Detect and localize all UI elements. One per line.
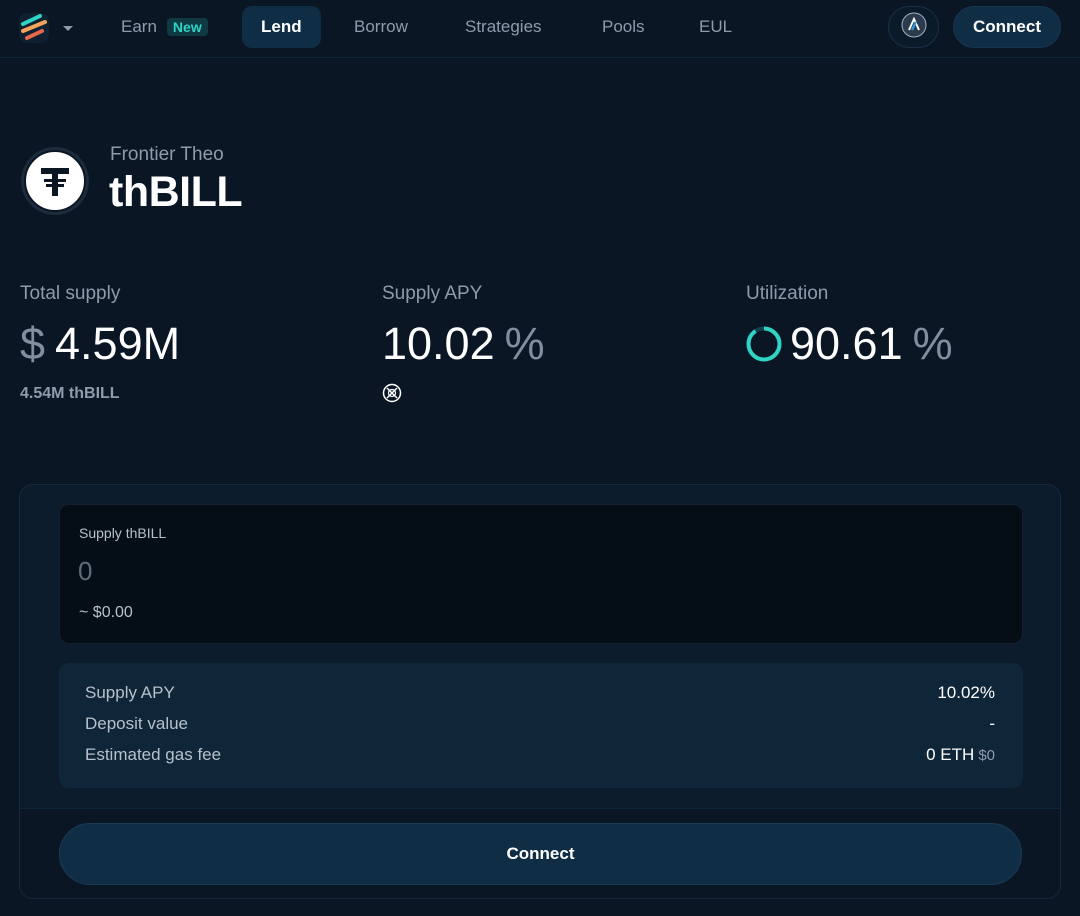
network-selector-button[interactable] <box>888 6 939 48</box>
currency-symbol: $ <box>20 318 46 369</box>
nav-strategies-label: Strategies <box>465 17 542 36</box>
new-badge: New <box>166 18 208 36</box>
nav-lend-label: Lend <box>261 17 302 36</box>
card-footer: Connect <box>20 808 1060 898</box>
summary-value: 10.02% <box>937 683 995 702</box>
total-supply-tokens: 4.54M thBILL <box>20 385 120 402</box>
nav-earn-label: Earn <box>121 17 157 36</box>
nav-pools-label: Pools <box>602 17 645 36</box>
euler-logo-icon[interactable] <box>18 12 50 44</box>
nav-pools[interactable]: Pools <box>583 6 664 48</box>
top-nav: Earn New Lend Borrow Strategies Pools EU… <box>0 0 1080 58</box>
arbitrum-icon <box>901 12 927 43</box>
summary-value: 0 ETH $0 <box>926 745 995 765</box>
nav-earn[interactable]: Earn New <box>102 6 227 48</box>
nav-eul-label: EUL <box>699 17 733 36</box>
utilization-label: Utilization <box>746 283 829 304</box>
utilization-value: 90.61 % <box>745 318 953 370</box>
supply-usd-value: ~ $0.00 <box>79 604 133 621</box>
asset-symbol: thBILL <box>109 168 243 216</box>
summary-value: - <box>989 714 995 733</box>
tether-icon <box>20 146 90 216</box>
total-supply-amount: 4.59M <box>55 318 181 369</box>
supply-apy-amount: 10.02 <box>382 318 495 369</box>
utilization-amount: 90.61 <box>790 318 903 369</box>
summary-label: Supply APY <box>85 683 175 702</box>
chevron-down-icon[interactable] <box>60 20 76 36</box>
summary-label: Deposit value <box>85 714 189 733</box>
supply-summary: Supply APY 10.02% Deposit value - Estima… <box>59 663 1023 788</box>
summary-row-supply-apy: Supply APY 10.02% <box>85 681 995 705</box>
supply-apy-label: Supply APY <box>382 283 483 304</box>
utilization-unit: % <box>912 318 953 369</box>
supply-apy-value: 10.02 % <box>382 318 545 370</box>
supply-amount-input[interactable] <box>78 553 678 589</box>
supply-apy-unit: % <box>504 318 545 369</box>
reward-token-icon[interactable] <box>382 383 402 403</box>
supply-card: Supply thBILL ~ $0.00 Supply APY 10.02% … <box>19 484 1061 899</box>
nav-borrow[interactable]: Borrow <box>335 6 427 48</box>
nav-lend[interactable]: Lend <box>242 6 321 48</box>
nav-eul[interactable]: EUL <box>680 6 751 48</box>
total-supply-value: $ 4.59M <box>20 318 180 370</box>
asset-issuer: Frontier Theo <box>110 144 224 165</box>
nav-strategies[interactable]: Strategies <box>446 6 561 48</box>
gas-fee-eth: 0 ETH <box>926 745 975 764</box>
supply-input-box: Supply thBILL ~ $0.00 <box>59 504 1023 644</box>
summary-row-gas-fee: Estimated gas fee 0 ETH $0 <box>85 743 995 767</box>
nav-borrow-label: Borrow <box>354 17 408 36</box>
summary-label: Estimated gas fee <box>85 745 222 764</box>
total-supply-label: Total supply <box>20 283 121 304</box>
connect-wallet-button[interactable]: Connect <box>953 6 1061 48</box>
gas-fee-usd: $0 <box>978 747 995 764</box>
supply-input-label: Supply thBILL <box>79 525 167 541</box>
connect-button[interactable]: Connect <box>59 823 1022 885</box>
utilization-ring-icon <box>746 326 782 362</box>
summary-row-deposit-value: Deposit value - <box>85 712 995 736</box>
